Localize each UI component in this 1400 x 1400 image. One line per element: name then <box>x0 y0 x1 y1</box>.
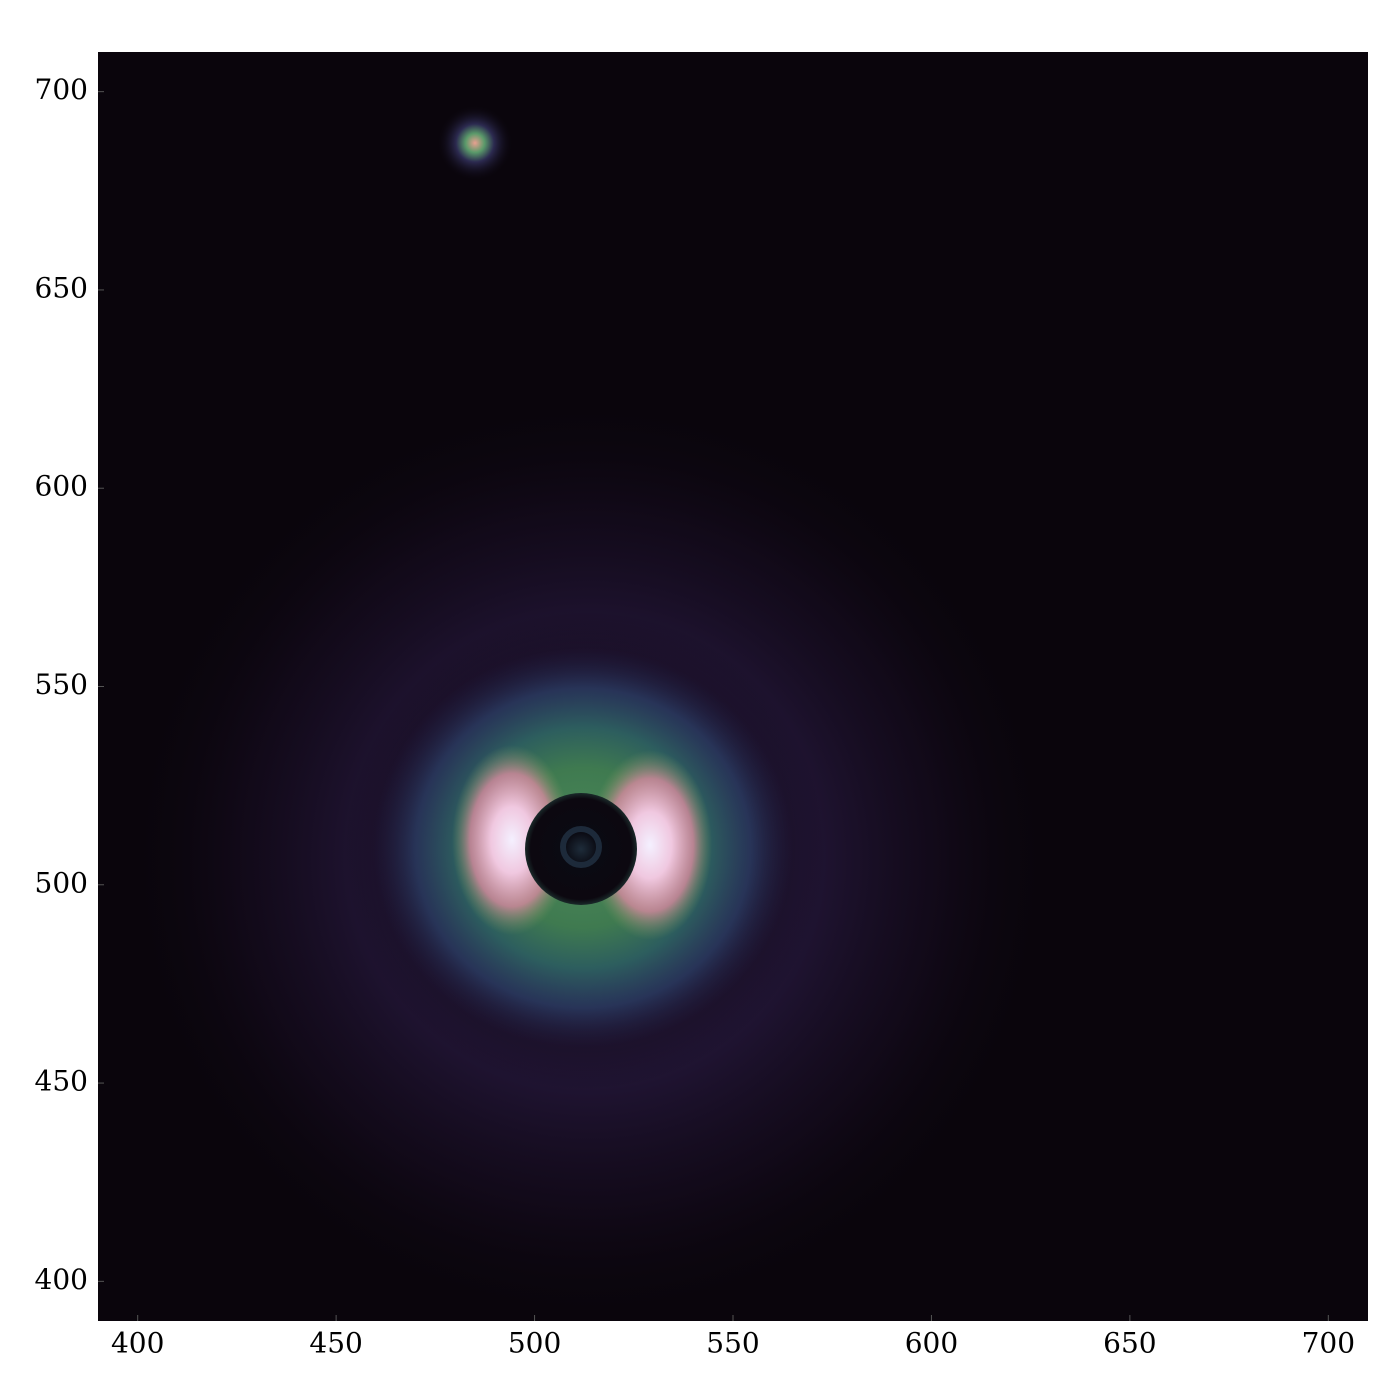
y-tick-label: 500 <box>35 866 88 899</box>
y-tick-label: 400 <box>35 1263 88 1296</box>
right-lobe <box>588 750 712 940</box>
y-tick-label: 650 <box>35 271 88 304</box>
central-mask <box>525 793 637 905</box>
x-tick-label: 550 <box>706 1327 759 1360</box>
x-tick-label: 450 <box>309 1327 362 1360</box>
central-ring <box>560 826 602 868</box>
image <box>98 52 1368 1321</box>
axes: 400 450 500 550 600 650 700 400 450 500 550 600 650 7… <box>35 73 1355 1359</box>
y-tick-label: 600 <box>35 470 88 503</box>
x-tick-label: 650 <box>1103 1327 1156 1360</box>
x-tick-label: 500 <box>508 1327 561 1360</box>
y-tick-label: 700 <box>35 73 88 106</box>
x-tick-label: 700 <box>1302 1327 1355 1360</box>
y-tick-label: 550 <box>35 668 88 701</box>
companion-star <box>437 105 513 181</box>
x-tick-label: 400 <box>111 1327 164 1360</box>
x-tick-label: 600 <box>905 1327 958 1360</box>
y-tick-label: 450 <box>35 1065 88 1098</box>
